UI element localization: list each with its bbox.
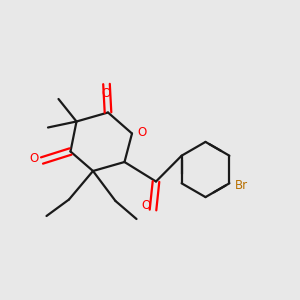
Text: O: O xyxy=(101,87,110,100)
Text: Br: Br xyxy=(235,179,248,192)
Text: O: O xyxy=(141,200,151,212)
Text: O: O xyxy=(30,152,39,166)
Text: O: O xyxy=(137,126,147,140)
